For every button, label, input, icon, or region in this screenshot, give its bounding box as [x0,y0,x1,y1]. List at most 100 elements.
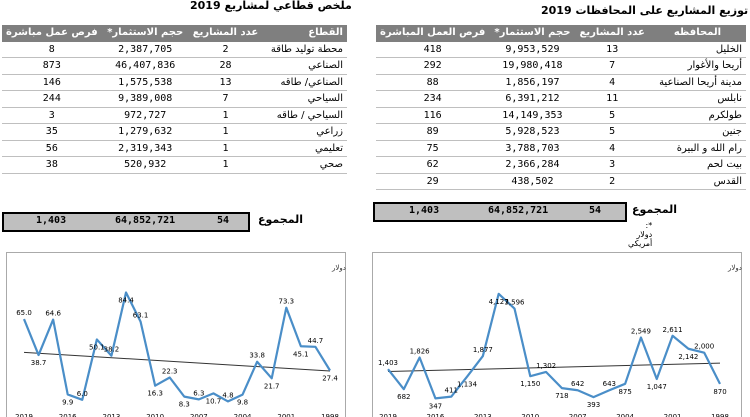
data-label: 84.4 [118,297,134,305]
governorate-table-title: ملخص توزيع المشاريع على المحافظات 2019 [541,4,750,17]
cell-jobs: 38 [2,156,102,174]
cell-investment: 6,391,212 [489,90,576,108]
header-investment: حجم الاستثمار* [101,25,189,42]
cell-jobs: 75 [376,140,490,157]
data-label: 63.1 [133,312,149,320]
table-row: 29 438,502 2 القدس [376,173,746,190]
cell-sector: صحي [262,156,347,174]
cell-projects: 4 [575,140,649,157]
cell-investment: 19,980,418 [489,57,576,75]
table-row: 244 9,389,008 7 السياحي [2,90,347,108]
data-label: 2,549 [631,327,651,335]
governorate-total-investment: 64,852,721 [488,205,549,216]
cell-jobs: 89 [376,123,490,141]
governorate-table-header: فرص العمل المباشرة حجم الاستثمار* عدد ال… [376,25,746,42]
cell-investment: 2,319,343 [101,140,189,157]
cell-governorate: طولكرم [648,107,746,124]
cell-projects: 5 [575,123,649,141]
table-row: 292 19,980,418 7 أريحا والأغوار [376,57,746,75]
data-label: 1,877 [473,346,493,354]
table-row: 116 14,149,353 5 طولكرم [376,107,746,124]
cell-jobs: 244 [2,90,102,108]
x-tick-label: 2007 [190,413,208,417]
data-label: 643 [603,380,616,388]
data-label: 1,047 [647,383,667,391]
data-label: 875 [618,388,631,396]
table-row: 89 5,928,523 5 جنين [376,123,746,141]
table-row: 88 1,856,197 4 مدينة أريحا الصناعية [376,74,746,91]
cell-jobs: 418 [376,41,490,58]
cell-sector: الصناعي/ طاقه [262,74,347,91]
cell-projects: 2 [575,173,649,190]
data-label: 1,134 [457,381,478,389]
x-tick-label: 1998 [711,413,729,417]
cell-governorate: نابلس [648,90,746,108]
sector-total-investment: 64,852,721 [115,215,176,226]
series-line [387,292,721,400]
cell-sector: زراعي [262,123,347,141]
sector-total-bar: 1,403 64,852,721 54 [2,212,250,232]
x-tick-label: 2016 [59,413,77,417]
data-label: 22.3 [162,367,178,375]
cell-sector: تعليمي [262,140,347,157]
data-label: 393 [587,401,600,409]
cell-sector: السياحي / طاقه [262,107,347,124]
cell-investment: 2,366,284 [489,156,576,174]
cell-jobs: 873 [2,57,102,75]
cell-investment: 46,407,836 [101,57,189,75]
table-row: 418 9,953,529 13 الخليل [376,41,746,58]
cell-investment: 9,953,529 [489,41,576,58]
data-label: 6.0 [77,390,88,398]
cell-governorate: بيت لحم [648,156,746,174]
cell-jobs: 116 [376,107,490,124]
cell-investment: 520,932 [101,156,189,174]
table-row: 38 520,932 1 صحي [2,156,347,174]
data-label: 3,596 [504,299,525,307]
cell-investment: 9,389,008 [101,90,189,108]
governorate-total-label: المجموع [632,203,677,216]
cell-investment: 972,727 [101,107,189,124]
cell-jobs: 62 [376,156,490,174]
x-tick-label: 2010 [146,413,164,417]
table-row: 75 3,788,703 4 رام الله و البيرة [376,140,746,157]
cell-projects: 1 [188,123,263,141]
cell-jobs: 88 [376,74,490,91]
x-tick-label: 2013 [103,413,121,417]
series-line [22,291,331,403]
data-label: 21.7 [264,382,280,390]
trend-line [387,362,721,373]
data-label: 4.8 [222,391,233,399]
chart-title: حجم مشاريع الاستثمار المستفيدة من الحواف… [331,262,346,272]
header-projects: عدد المشاريع [575,25,649,42]
x-tick-label: 2019 [379,413,397,417]
data-label: 8.3 [179,401,190,409]
data-label: 38.2 [104,346,120,354]
data-label: 1,150 [520,380,540,388]
header-sector: القطاع [262,25,347,42]
x-tick-label: 2004 [616,413,634,417]
cell-sector: محطة توليد طاقة [262,41,347,58]
chart-frame [372,252,742,417]
data-label: 38.7 [31,359,47,367]
cell-governorate: أريحا والأغوار [648,57,746,75]
x-tick-label: 2016 [427,413,445,417]
data-label: 50.1 [89,343,105,351]
x-tick-label: 2010 [521,413,539,417]
cell-projects: 1 [188,140,263,157]
sector-table: فرص عمل مباشرة حجم الاستثمار* عدد المشار… [2,25,347,174]
data-label: 870 [713,388,726,396]
cell-investment: 5,928,523 [489,123,576,141]
cell-investment: 1,856,197 [489,74,576,91]
cell-projects: 2 [188,41,263,58]
data-label: 45.1 [293,350,309,358]
cell-investment: 2,387,705 [101,41,189,58]
data-label: 718 [555,392,568,400]
data-label: 6.3 [193,389,204,397]
cell-sector: الصناعي [262,57,347,75]
governorate-table: فرص العمل المباشرة حجم الاستثمار* عدد ال… [376,25,746,190]
data-label: 1,826 [410,347,431,355]
sector-total-label: المجموع [258,213,303,226]
header-governorate: المحافظه [648,25,746,42]
x-tick-label: 2001 [664,413,682,417]
x-tick-label: 2004 [234,413,252,417]
